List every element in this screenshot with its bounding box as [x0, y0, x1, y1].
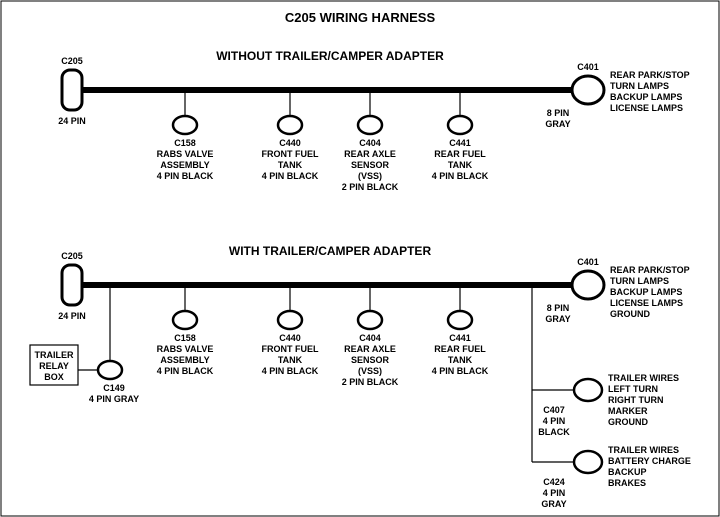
label: TANK — [278, 160, 303, 170]
connector-C440 — [278, 116, 302, 134]
label: GRAY — [545, 119, 570, 129]
connector-C205 — [62, 265, 82, 305]
label: SENSOR — [351, 355, 390, 365]
label: 4 PIN — [543, 416, 566, 426]
connector-C401 — [572, 271, 604, 299]
label: RIGHT TURN — [608, 395, 664, 405]
connector-label: C158 — [174, 138, 196, 148]
right-connector-label: C401 — [577, 257, 599, 267]
label: RABS VALVE — [157, 344, 214, 354]
connector-label: C441 — [449, 138, 471, 148]
label: ASSEMBLY — [160, 160, 209, 170]
label: LICENSE LAMPS — [610, 298, 683, 308]
label: REAR PARK/STOP — [610, 265, 690, 275]
connector-label: C404 — [359, 333, 381, 343]
connector-label: C440 — [279, 138, 301, 148]
connector-C149 — [98, 361, 122, 379]
label: SENSOR — [351, 160, 390, 170]
connector-C404 — [358, 116, 382, 134]
label: C407 — [543, 405, 565, 415]
label: 4 PIN BLACK — [262, 366, 319, 376]
connector-label: C440 — [279, 333, 301, 343]
label: 4 PIN BLACK — [432, 171, 489, 181]
label: TANK — [278, 355, 303, 365]
label: REAR FUEL — [434, 149, 486, 159]
left-connector-label: C205 — [61, 56, 83, 66]
label: TANK — [448, 355, 473, 365]
label: 8 PIN — [547, 303, 570, 313]
connector-C440 — [278, 311, 302, 329]
label: GROUND — [608, 417, 648, 427]
label: 4 PIN BLACK — [432, 366, 489, 376]
label: TRAILER WIRES — [608, 373, 679, 383]
label: 4 PIN — [543, 488, 566, 498]
label: MARKER — [608, 406, 648, 416]
section-subtitle: WITH TRAILER/CAMPER ADAPTER — [229, 244, 432, 258]
label: GROUND — [610, 309, 650, 319]
label: GRAY — [541, 499, 566, 509]
label: (VSS) — [358, 366, 382, 376]
label: REAR FUEL — [434, 344, 486, 354]
label: 8 PIN — [547, 108, 570, 118]
label: 4 PIN GRAY — [89, 394, 139, 404]
label: 4 PIN BLACK — [262, 171, 319, 181]
label: GRAY — [545, 314, 570, 324]
label: REAR AXLE — [344, 149, 396, 159]
main-title: C205 WIRING HARNESS — [285, 10, 436, 25]
label: BACKUP LAMPS — [610, 287, 682, 297]
label: TRAILER — [35, 350, 74, 360]
connector-C158 — [173, 116, 197, 134]
connector-label: C441 — [449, 333, 471, 343]
label: LEFT TURN — [608, 384, 658, 394]
connector-label: C158 — [174, 333, 196, 343]
label: (VSS) — [358, 171, 382, 181]
label: 2 PIN BLACK — [342, 377, 399, 387]
label: REAR AXLE — [344, 344, 396, 354]
connector-C407 — [574, 379, 602, 401]
label: TANK — [448, 160, 473, 170]
connector-C158 — [173, 311, 197, 329]
label: TURN LAMPS — [610, 276, 669, 286]
label: 4 PIN BLACK — [157, 171, 214, 181]
label: FRONT FUEL — [262, 149, 319, 159]
label: BRAKES — [608, 478, 646, 488]
label: BACKUP LAMPS — [610, 92, 682, 102]
connector-C441 — [448, 116, 472, 134]
label: RABS VALVE — [157, 149, 214, 159]
connector-C441 — [448, 311, 472, 329]
section-subtitle: WITHOUT TRAILER/CAMPER ADAPTER — [216, 49, 444, 63]
connector-C424 — [574, 451, 602, 473]
label: BACKUP — [608, 467, 647, 477]
right-connector-label: C401 — [577, 62, 599, 72]
label: C149 — [103, 383, 125, 393]
label: FRONT FUEL — [262, 344, 319, 354]
label: 4 PIN BLACK — [157, 366, 214, 376]
label: RELAY — [39, 361, 69, 371]
label: 2 PIN BLACK — [342, 182, 399, 192]
label: TURN LAMPS — [610, 81, 669, 91]
label: BLACK — [538, 427, 570, 437]
label: LICENSE LAMPS — [610, 103, 683, 113]
connector-C205 — [62, 70, 82, 110]
left-connector-label: C205 — [61, 251, 83, 261]
connector-C401 — [572, 76, 604, 104]
label: TRAILER WIRES — [608, 445, 679, 455]
label: REAR PARK/STOP — [610, 70, 690, 80]
connector-label: C404 — [359, 138, 381, 148]
connector-C404 — [358, 311, 382, 329]
label: ASSEMBLY — [160, 355, 209, 365]
label: 24 PIN — [58, 116, 86, 126]
label: C424 — [543, 477, 565, 487]
label: BOX — [44, 372, 64, 382]
label: 24 PIN — [58, 311, 86, 321]
label: BATTERY CHARGE — [608, 456, 691, 466]
